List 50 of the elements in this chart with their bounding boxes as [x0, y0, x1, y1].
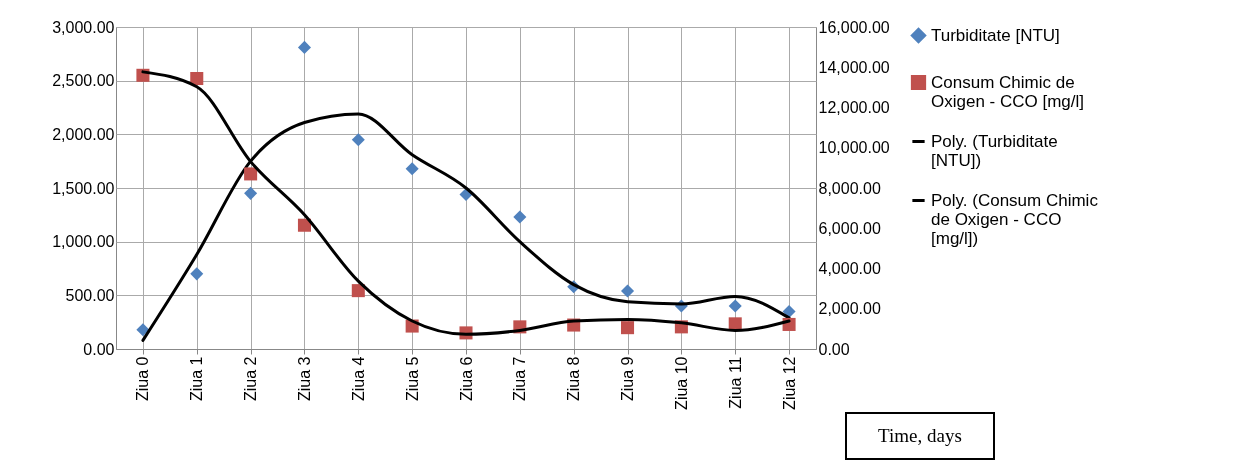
point [136, 323, 150, 337]
x-tick-label: Ziua 9 [619, 356, 637, 401]
point [513, 210, 527, 224]
legend-label: Turbiditate [NTU] [931, 25, 1060, 45]
x-tick-label: Ziua 4 [349, 356, 367, 401]
x-tick-label: Ziua 2 [242, 356, 260, 401]
y-tick-label: 1,000.00 [52, 233, 115, 251]
x-tick-label: Ziua 0 [134, 356, 152, 401]
y-tick-label: 500.00 [65, 286, 115, 304]
point [190, 267, 204, 281]
x-tick-label: Ziua 3 [295, 356, 313, 401]
y2-tick-label: 16,000.00 [818, 18, 890, 36]
legend-label: Poly. (Turbiditate [NTU]) [931, 131, 1058, 170]
y2-tick-label: 0.00 [818, 340, 850, 358]
y-tick-label: 3,000.00 [52, 18, 115, 36]
y2-tick-label: 8,000.00 [818, 179, 881, 197]
point [244, 167, 258, 181]
y-tick-label: 1,500.00 [52, 179, 115, 197]
point [782, 304, 796, 318]
x-tick-label: Ziua 6 [457, 356, 475, 401]
point [351, 284, 365, 298]
x-tick-label: Ziua 7 [511, 356, 529, 401]
x-tick-label: Ziua 11 [726, 356, 744, 409]
x-tick-label: Ziua 1 [188, 356, 206, 401]
y2-tick-label: 10,000.00 [818, 139, 890, 157]
x-tick-label: Ziua 8 [565, 356, 583, 401]
y-tick-label: 0.00 [83, 340, 115, 358]
legend-label: Consum Chimic de Oxigen - CCO [mg/l] [931, 72, 1085, 111]
point [621, 321, 635, 335]
legend-label: Poly. (Consum Chimic de Oxigen - CCO [mg/l]) [931, 190, 1099, 248]
y-tick-label: 2,000.00 [52, 125, 115, 143]
point [297, 218, 311, 232]
y-tick-label: 2,500.00 [52, 72, 115, 90]
point [405, 162, 419, 176]
point [351, 133, 365, 147]
y2-tick-label: 2,000.00 [818, 300, 881, 318]
point [297, 40, 311, 54]
point [728, 317, 742, 331]
y2-tick-label: 6,000.00 [818, 219, 881, 237]
x-tick-label: Ziua 5 [403, 356, 421, 401]
y2-tick-label: 12,000.00 [818, 99, 890, 116]
point [621, 284, 635, 298]
point [244, 186, 258, 200]
x-axis-title: Time, days [845, 412, 995, 460]
point [728, 299, 742, 313]
y2-tick-label: 4,000.00 [818, 260, 881, 277]
y2-tick-label: 14,000.00 [818, 58, 890, 76]
x-tick-label: Ziua 10 [672, 356, 690, 410]
x-tick-label: Ziua 12 [780, 356, 798, 410]
point [190, 72, 204, 86]
